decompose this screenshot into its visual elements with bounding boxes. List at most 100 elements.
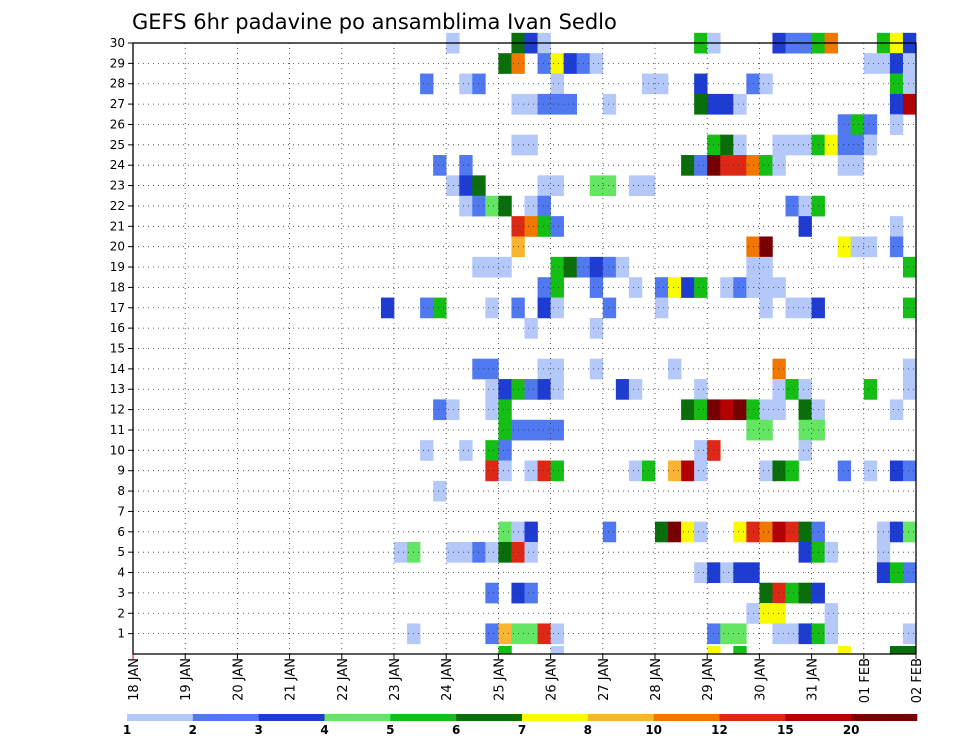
heatmap-cell	[850, 134, 865, 156]
legend-label: 6	[452, 723, 460, 737]
heatmap-cell	[602, 93, 617, 115]
heatmap-cell	[498, 460, 512, 482]
heatmap-cell	[785, 134, 799, 156]
x-tick-label: 25 JAN	[492, 658, 507, 701]
heatmap-cell	[733, 155, 747, 176]
x-tick-label: 31 JAN	[806, 658, 821, 701]
heatmap-cell	[889, 521, 904, 543]
heatmap-cell	[733, 623, 747, 645]
heatmap-cell	[550, 379, 564, 400]
heatmap-cell	[655, 277, 669, 298]
heatmap-cell	[668, 277, 682, 298]
heatmap-cell	[615, 256, 630, 278]
heatmap-cell	[537, 277, 551, 298]
heatmap-cell	[902, 379, 917, 400]
heatmap-cell	[837, 460, 852, 482]
x-tick-label: 28 JAN	[649, 658, 664, 701]
heatmap-cell	[459, 73, 473, 95]
heatmap-cell	[524, 379, 538, 400]
legend-label: 8	[584, 723, 592, 737]
heatmap-cell	[498, 440, 512, 461]
legend-swatch	[719, 714, 786, 721]
heatmap-cell	[628, 460, 643, 482]
heatmap-cell	[459, 175, 473, 197]
heatmap-cell	[681, 399, 695, 421]
heatmap-cell	[524, 460, 538, 482]
heatmap-cell	[798, 440, 812, 461]
heatmap-cell	[433, 480, 447, 502]
heatmap-cell	[759, 521, 773, 543]
heatmap-cell	[485, 358, 499, 380]
x-tick-label: 29 JAN	[701, 658, 716, 701]
heatmap-cell	[798, 541, 812, 563]
y-tick-label: 17	[110, 301, 125, 315]
y-tick-label: 15	[110, 342, 125, 356]
heatmap-cell	[485, 379, 499, 400]
heatmap-cell	[394, 541, 408, 563]
legend-swatch	[127, 714, 194, 721]
heatmap-cell	[720, 155, 734, 176]
y-tick-label: 23	[110, 179, 125, 193]
heatmap-cell	[485, 297, 499, 319]
heatmap-cell	[537, 358, 551, 380]
x-tick-label: 22 JAN	[336, 658, 351, 701]
heatmap-cell	[785, 195, 799, 217]
heatmap-cell	[863, 114, 878, 135]
heatmap-cell	[850, 155, 865, 176]
heatmap-cell	[785, 297, 799, 319]
heatmap-cell	[850, 114, 865, 135]
heatmap-cell	[889, 236, 904, 258]
x-tick-label: 23 JAN	[388, 658, 403, 701]
heatmap-cell	[733, 93, 747, 115]
heatmap-cell	[902, 460, 917, 482]
heatmap-cell	[681, 277, 695, 298]
y-tick-label: 16	[110, 321, 125, 335]
heatmap-cell	[733, 399, 747, 421]
heatmap-cell	[889, 646, 904, 655]
heatmap-cell	[668, 358, 682, 380]
heatmap-cell	[889, 53, 904, 74]
heatmap-cell	[498, 379, 512, 400]
heatmap-cell	[824, 541, 838, 563]
y-tick-label: 28	[110, 77, 125, 91]
heatmap-cell	[759, 297, 773, 319]
heatmap-cell	[485, 195, 499, 217]
heatmap-cell	[902, 646, 917, 655]
heatmap-cell	[759, 236, 773, 258]
heatmap-cell	[589, 317, 604, 339]
heatmap-cell	[459, 195, 473, 217]
heatmap-cell	[759, 277, 773, 298]
heatmap-cell	[485, 399, 499, 421]
heatmap-cell	[798, 379, 812, 400]
heatmap-cell	[694, 93, 708, 115]
heatmap-cell	[772, 358, 786, 380]
heatmap-cell	[902, 73, 917, 95]
heatmap-cell	[759, 155, 773, 176]
heatmap-cell	[798, 297, 812, 319]
heatmap-cell	[694, 73, 708, 95]
heatmap-cell	[524, 623, 538, 645]
heatmap-cell	[524, 541, 538, 563]
y-tick-label: 11	[110, 423, 125, 437]
y-tick-label: 26	[110, 117, 125, 131]
heatmap-cell	[537, 93, 551, 115]
heatmap-cell	[524, 216, 538, 237]
heatmap-cell	[537, 623, 551, 645]
heatmap-cell	[772, 399, 786, 421]
heatmap-cell	[550, 73, 564, 95]
heatmap-cell	[563, 53, 577, 74]
heatmap-cell	[681, 521, 695, 543]
heatmap-cells	[380, 32, 917, 655]
heatmap-cell	[498, 256, 512, 278]
heatmap-cell	[863, 53, 878, 74]
y-tick-label: 24	[110, 158, 125, 172]
heatmap-cell	[550, 277, 564, 298]
heatmap-cell	[602, 521, 617, 543]
heatmap-cell	[498, 53, 512, 74]
heatmap-cell	[655, 521, 669, 543]
heatmap-cell	[694, 277, 708, 298]
heatmap-cell	[563, 93, 577, 115]
y-tick-label: 2	[117, 606, 125, 620]
heatmap-cell	[837, 155, 852, 176]
x-tick-label: 20 JAN	[231, 658, 246, 701]
